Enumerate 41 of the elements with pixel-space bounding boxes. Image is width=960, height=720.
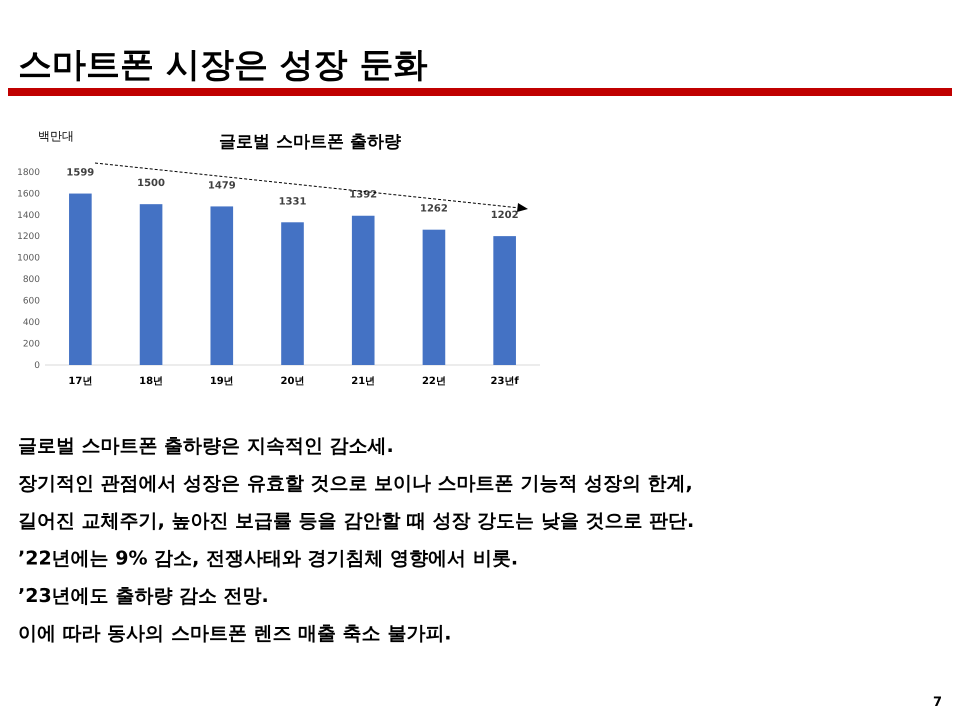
y-tick-label: 400: [22, 318, 40, 328]
text: 이에 따라 동사의 스마트폰 렌즈 매출 축소 불가피.: [18, 622, 452, 644]
y-tick-label: 0: [34, 360, 40, 371]
y-tick-label: 800: [22, 275, 40, 286]
y-tick-label: 1200: [17, 232, 40, 242]
x-tick-label: 18년: [139, 376, 164, 388]
bar: [210, 206, 234, 365]
y-tick-label: 1400: [17, 210, 40, 221]
y-axis-title: 백만대: [38, 129, 74, 143]
chart-subtitle: 글로벌 스마트폰 출하량: [219, 132, 401, 152]
y-tick-label: 1800: [17, 168, 40, 178]
data-label: 1262: [420, 204, 448, 215]
data-label: 1500: [137, 178, 166, 190]
y-tick-label: 1600: [17, 189, 40, 200]
bar: [493, 236, 516, 365]
text: ’22년에는 9% 감소, 전쟁사태와 경기침체 영향에서 비롯.: [18, 548, 518, 570]
y-tick-label: 600: [22, 296, 40, 307]
data-label: 1479: [208, 180, 236, 192]
x-tick-label: 22년: [422, 376, 446, 388]
text: 7: [932, 695, 942, 710]
bar: [140, 204, 162, 365]
chart-title: 스마트폰 시장은 성장 둔화: [18, 45, 428, 85]
data-label: 1392: [349, 190, 378, 201]
data-label: 1599: [66, 168, 94, 179]
text: ’23년에도 출하량 감소 전망.: [18, 585, 269, 607]
y-tick-label: 200: [22, 339, 40, 350]
bar: [281, 222, 304, 365]
text: 글로벌 스마트폰 출하량은 지속적인 감소세.: [18, 435, 394, 457]
data-label: 1331: [278, 196, 306, 208]
y-tick-label: 1000: [17, 254, 40, 264]
text: 장기적인 관점에서 성장은 유효할 것으로 보이나 스마트폰 기능적 성장의 한계,: [18, 472, 693, 494]
bar: [69, 194, 92, 365]
x-tick-label: 19년: [210, 376, 234, 388]
x-tick-label: 20년: [280, 376, 304, 388]
bar: [352, 216, 375, 365]
x-tick-label: 21년: [351, 376, 376, 388]
text: 길어진 교체주기, 높아진 보급률 등을 감안할 때 성장 강도는 낮을 것으로 판단.: [18, 510, 694, 532]
x-tick-label: 23년f: [490, 376, 520, 388]
x-tick-label: 17년: [68, 376, 92, 388]
data-label: 1202: [490, 210, 519, 222]
bar: [422, 230, 446, 365]
